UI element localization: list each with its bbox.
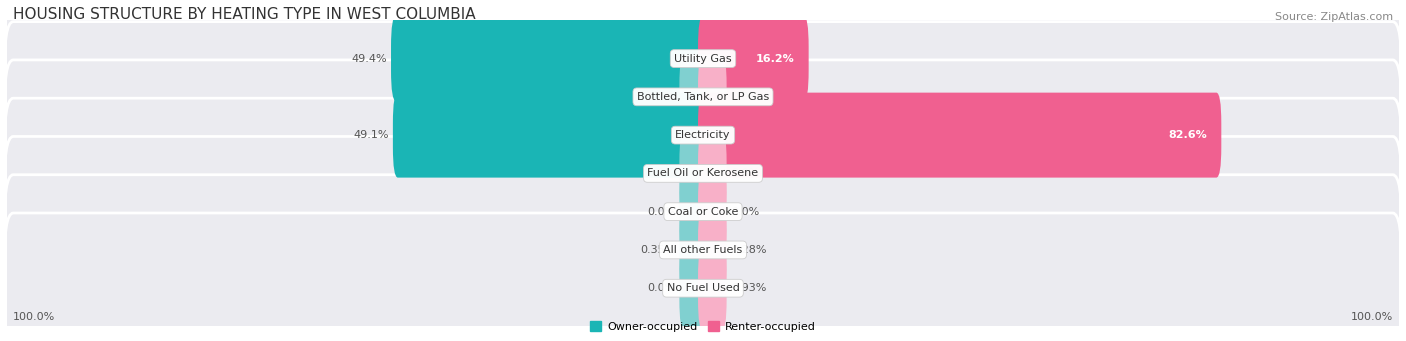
FancyBboxPatch shape: [4, 175, 1402, 325]
FancyBboxPatch shape: [4, 60, 1402, 210]
FancyBboxPatch shape: [697, 207, 727, 293]
Text: 0.0%: 0.0%: [731, 92, 759, 102]
Text: 0.0%: 0.0%: [647, 168, 675, 178]
Text: 0.0%: 0.0%: [647, 283, 675, 293]
FancyBboxPatch shape: [4, 98, 1402, 249]
FancyBboxPatch shape: [697, 54, 727, 139]
FancyBboxPatch shape: [4, 0, 1402, 134]
Text: All other Fuels: All other Fuels: [664, 245, 742, 255]
Text: 82.6%: 82.6%: [1168, 130, 1206, 140]
Text: Electricity: Electricity: [675, 130, 731, 140]
FancyBboxPatch shape: [679, 246, 709, 331]
Text: 0.93%: 0.93%: [731, 283, 766, 293]
FancyBboxPatch shape: [679, 207, 709, 293]
Text: 0.0%: 0.0%: [731, 207, 759, 217]
FancyBboxPatch shape: [679, 169, 709, 254]
FancyBboxPatch shape: [392, 93, 709, 178]
Text: Bottled, Tank, or LP Gas: Bottled, Tank, or LP Gas: [637, 92, 769, 102]
Text: Fuel Oil or Kerosene: Fuel Oil or Kerosene: [647, 168, 759, 178]
Text: 0.35%: 0.35%: [640, 245, 675, 255]
Text: Utility Gas: Utility Gas: [675, 54, 731, 63]
Text: Coal or Coke: Coal or Coke: [668, 207, 738, 217]
FancyBboxPatch shape: [697, 131, 727, 216]
FancyBboxPatch shape: [679, 131, 709, 216]
Text: HOUSING STRUCTURE BY HEATING TYPE IN WEST COLUMBIA: HOUSING STRUCTURE BY HEATING TYPE IN WES…: [13, 7, 475, 22]
Text: 49.1%: 49.1%: [353, 130, 388, 140]
Text: 0.28%: 0.28%: [731, 245, 766, 255]
Text: 100.0%: 100.0%: [1351, 312, 1393, 322]
Text: 16.2%: 16.2%: [755, 54, 794, 63]
FancyBboxPatch shape: [4, 21, 1402, 172]
Text: 0.0%: 0.0%: [647, 207, 675, 217]
Text: 0.0%: 0.0%: [731, 168, 759, 178]
FancyBboxPatch shape: [697, 246, 727, 331]
FancyBboxPatch shape: [697, 93, 1222, 178]
FancyBboxPatch shape: [679, 54, 709, 139]
Legend: Owner-occupied, Renter-occupied: Owner-occupied, Renter-occupied: [586, 317, 820, 336]
Text: Source: ZipAtlas.com: Source: ZipAtlas.com: [1275, 12, 1393, 22]
FancyBboxPatch shape: [4, 136, 1402, 287]
FancyBboxPatch shape: [697, 169, 727, 254]
Text: No Fuel Used: No Fuel Used: [666, 283, 740, 293]
FancyBboxPatch shape: [391, 16, 709, 101]
FancyBboxPatch shape: [697, 16, 808, 101]
Text: 49.4%: 49.4%: [352, 54, 387, 63]
Text: 100.0%: 100.0%: [13, 312, 55, 322]
Text: 1.2%: 1.2%: [647, 92, 675, 102]
FancyBboxPatch shape: [4, 213, 1402, 341]
